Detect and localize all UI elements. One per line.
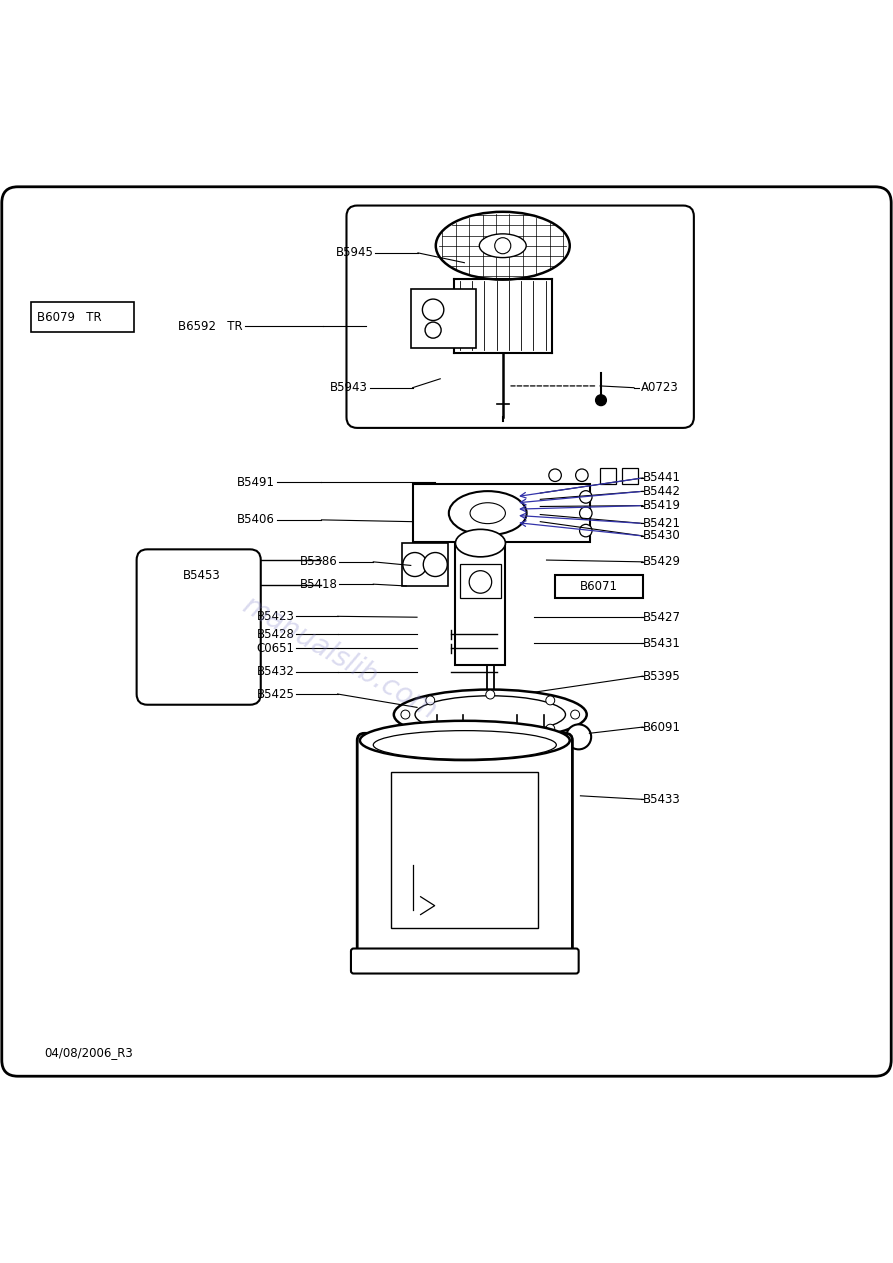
- Ellipse shape: [394, 690, 587, 740]
- Circle shape: [571, 710, 580, 719]
- Text: B6079   TR: B6079 TR: [37, 311, 101, 323]
- Circle shape: [546, 696, 555, 705]
- Ellipse shape: [373, 730, 556, 759]
- Circle shape: [576, 469, 588, 481]
- Bar: [31, 302, 134, 332]
- Circle shape: [423, 552, 447, 576]
- FancyBboxPatch shape: [357, 734, 572, 962]
- Text: B5433: B5433: [643, 793, 680, 806]
- Text: B6091: B6091: [643, 721, 681, 734]
- Circle shape: [580, 506, 592, 519]
- Text: B5418: B5418: [300, 577, 338, 591]
- Circle shape: [425, 322, 441, 338]
- Bar: [555, 575, 643, 599]
- Text: B5491: B5491: [237, 476, 275, 489]
- Ellipse shape: [455, 529, 505, 557]
- Text: B5432: B5432: [257, 666, 295, 678]
- Circle shape: [401, 710, 410, 719]
- Text: B5423: B5423: [257, 610, 295, 623]
- Text: C0651: C0651: [256, 642, 295, 655]
- Text: A0723: A0723: [641, 381, 679, 394]
- Text: B5442: B5442: [643, 485, 681, 498]
- Circle shape: [422, 299, 444, 321]
- Circle shape: [603, 469, 615, 481]
- Text: B5453: B5453: [183, 568, 221, 582]
- Text: B5441: B5441: [643, 471, 681, 485]
- Text: B5943: B5943: [330, 381, 368, 394]
- Text: B5406: B5406: [238, 513, 275, 527]
- Circle shape: [546, 724, 555, 733]
- Circle shape: [486, 690, 495, 698]
- Text: B5431: B5431: [643, 637, 680, 649]
- Text: B5395: B5395: [643, 669, 680, 682]
- Circle shape: [426, 696, 435, 705]
- Bar: [413, 484, 590, 542]
- Circle shape: [403, 552, 427, 576]
- Bar: [152, 570, 250, 685]
- Bar: [600, 469, 616, 484]
- Circle shape: [596, 395, 606, 405]
- Text: B5945: B5945: [336, 246, 373, 259]
- Ellipse shape: [480, 234, 526, 258]
- Text: B6592   TR: B6592 TR: [179, 320, 243, 332]
- Bar: [455, 543, 505, 664]
- Bar: [460, 563, 501, 597]
- Text: B6071: B6071: [580, 581, 618, 594]
- Ellipse shape: [470, 503, 505, 524]
- Bar: [622, 469, 638, 484]
- Circle shape: [580, 524, 592, 537]
- FancyBboxPatch shape: [2, 187, 891, 1076]
- Text: B5428: B5428: [257, 628, 295, 640]
- FancyBboxPatch shape: [351, 949, 579, 974]
- Text: B5425: B5425: [257, 687, 295, 701]
- Ellipse shape: [436, 212, 570, 279]
- Circle shape: [469, 571, 492, 594]
- Text: B5427: B5427: [643, 611, 681, 624]
- Ellipse shape: [360, 721, 570, 760]
- Circle shape: [566, 725, 591, 749]
- Text: 04/08/2006_R3: 04/08/2006_R3: [45, 1047, 133, 1060]
- Ellipse shape: [449, 491, 527, 536]
- Text: B5429: B5429: [643, 556, 681, 568]
- Text: manualslib.com: manualslib.com: [238, 591, 441, 725]
- FancyBboxPatch shape: [137, 549, 261, 705]
- Bar: [411, 289, 476, 347]
- Circle shape: [580, 490, 592, 503]
- Circle shape: [426, 724, 435, 733]
- Text: B5386: B5386: [300, 556, 338, 568]
- FancyBboxPatch shape: [143, 408, 741, 841]
- Circle shape: [549, 469, 562, 481]
- Ellipse shape: [415, 696, 565, 734]
- FancyBboxPatch shape: [346, 206, 694, 428]
- Text: B5430: B5430: [643, 529, 680, 542]
- Bar: [402, 543, 448, 586]
- Bar: [391, 772, 538, 928]
- Text: B5421: B5421: [643, 517, 681, 530]
- Circle shape: [495, 237, 511, 254]
- Text: B5419: B5419: [643, 499, 681, 512]
- Circle shape: [486, 730, 495, 739]
